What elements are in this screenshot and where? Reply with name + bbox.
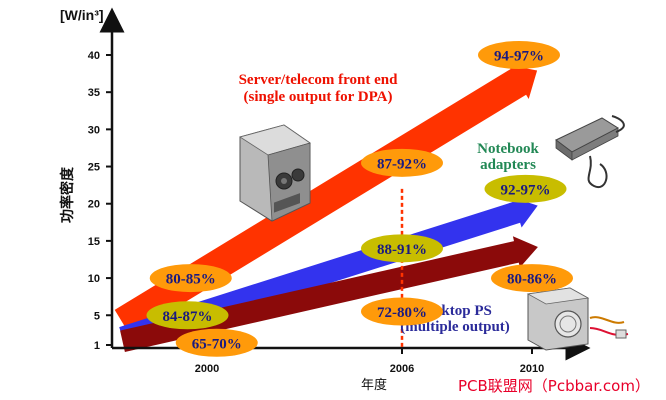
- badge-ellipse: [478, 41, 560, 69]
- desktop-band: [120, 236, 538, 352]
- x-tick-label: 2006: [390, 363, 414, 375]
- badge-ellipse: [484, 174, 567, 203]
- badge-label: 80-85%: [166, 272, 216, 288]
- watermark-text: PCB联盟网（Pcbbar.com）: [458, 377, 650, 395]
- badge-ellipse: [175, 328, 258, 357]
- x-ticks: 2000 2006 2010: [195, 348, 544, 375]
- x-axis-title: 年度: [361, 377, 387, 392]
- badge-ellipse: [361, 297, 443, 326]
- efficiency-badges: 94-97% 87-92% 80-85% 92-97% 88-91% 84-87% 80-8…: [146, 41, 573, 357]
- y-tick-label: 25: [88, 162, 100, 174]
- badge-ellipse: [361, 234, 443, 263]
- y-axis-title: 功率密度: [59, 166, 75, 223]
- efficiency-badge: 88-91%: [361, 234, 443, 263]
- efficiency-badge: 72-80%: [361, 297, 443, 326]
- badge-label: 92-97%: [501, 182, 551, 198]
- efficiency-badge: 80-85%: [149, 264, 232, 293]
- series-labels: Server/telecom front end (single output f…: [239, 72, 540, 335]
- series-label-server-line1: Server/telecom front end: [239, 72, 398, 88]
- server-band: [114, 64, 538, 336]
- y-tick-label: 40: [88, 50, 100, 62]
- badge-label: 87-92%: [377, 156, 427, 172]
- y-tick-label: 10: [88, 273, 100, 285]
- server-psu-icon: [239, 124, 311, 222]
- y-tick-label: 5: [94, 310, 100, 322]
- badge-label: 88-91%: [377, 242, 427, 258]
- badge-label: 84-87%: [163, 309, 213, 325]
- badge-ellipse: [361, 148, 443, 177]
- badge-label: 80-86%: [507, 272, 557, 288]
- efficiency-badge: 87-92%: [361, 148, 443, 177]
- desktop-psu-icon: [526, 287, 629, 351]
- efficiency-badge: 84-87%: [146, 301, 229, 330]
- y-tick-label: 35: [88, 87, 100, 99]
- y-tick-label: 30: [88, 124, 100, 136]
- notebook-adapter-icon: [555, 115, 625, 189]
- x-tick-label: 2000: [195, 363, 219, 375]
- y-tick-label: 20: [88, 199, 100, 211]
- y-tick-label: 15: [88, 236, 100, 248]
- efficiency-badge: 92-97%: [484, 174, 567, 203]
- series-label-notebook: Notebook adapters: [477, 141, 539, 173]
- series-label-server: Server/telecom front end (single output f…: [239, 72, 398, 105]
- badge-ellipse: [146, 301, 229, 330]
- badge-label: 72-80%: [377, 305, 427, 321]
- badge-label: 65-70%: [192, 336, 242, 352]
- series-label-desktop-line2: (multiple output): [400, 319, 510, 335]
- efficiency-badge: 94-97%: [478, 41, 560, 69]
- efficiency-badge: 65-70%: [175, 328, 258, 357]
- badge-ellipse: [149, 264, 232, 293]
- badge-ellipse: [491, 264, 573, 293]
- badge-label: 94-97%: [494, 49, 544, 65]
- y-axis-unit-label: [W/in³]: [60, 7, 104, 23]
- series-label-notebook-line2: adapters: [480, 157, 536, 173]
- x-tick-label: 2010: [520, 363, 544, 375]
- y-tick-label: 1: [94, 340, 100, 352]
- efficiency-badge: 80-86%: [491, 264, 573, 293]
- series-label-server-line2: (single output for DPA): [243, 89, 392, 105]
- series-label-notebook-line1: Notebook: [477, 141, 539, 157]
